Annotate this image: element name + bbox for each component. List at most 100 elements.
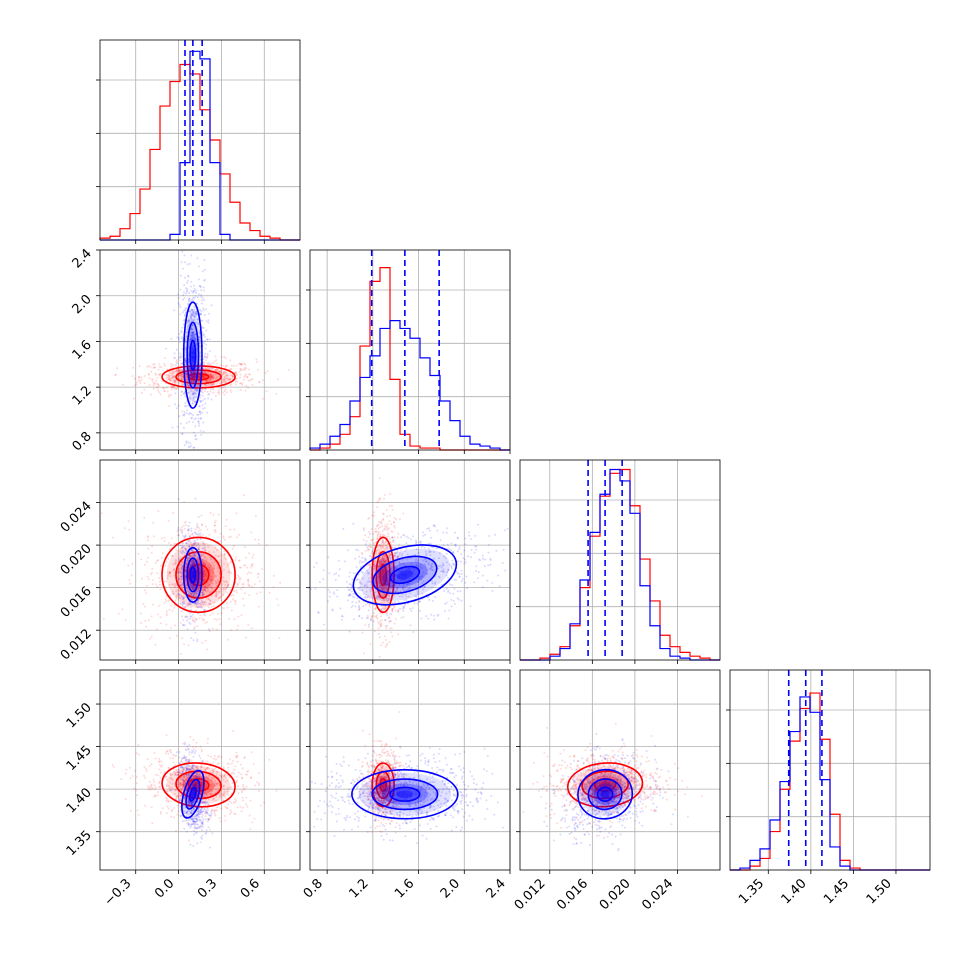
scatter-point	[163, 536, 166, 539]
scatter-point	[335, 572, 338, 575]
scatter-point	[190, 371, 193, 374]
scatter-point	[275, 789, 278, 792]
scatter-point	[428, 529, 431, 532]
scatter-point	[180, 610, 183, 613]
scatter-point	[207, 738, 209, 741]
scatter-point	[196, 296, 199, 299]
scatter-point	[210, 376, 213, 379]
scatter-point	[178, 369, 181, 372]
scatter-point	[226, 374, 229, 377]
scatter-point	[145, 560, 148, 563]
scatter-point	[112, 765, 115, 768]
scatter-point	[165, 775, 168, 778]
scatter-point	[390, 631, 393, 634]
scatter-point	[257, 772, 260, 775]
scatter-point	[241, 776, 244, 779]
scatter-point	[172, 816, 175, 819]
scatter-point	[143, 563, 146, 566]
scatter-point	[150, 552, 153, 555]
scatter-point	[209, 379, 212, 382]
scatter-point	[179, 374, 182, 377]
scatter-point	[377, 533, 380, 536]
scatter-point	[219, 371, 222, 374]
scatter-point	[154, 794, 157, 797]
scatter-point	[192, 299, 195, 302]
scatter-point	[412, 535, 415, 538]
scatter-point	[206, 353, 209, 355]
scatter-point	[189, 735, 192, 738]
scatter-point	[351, 604, 354, 607]
scatter-point	[123, 527, 126, 530]
scatter-point	[156, 572, 159, 575]
scatter-point	[225, 381, 228, 383]
scatter-point	[244, 389, 247, 392]
scatter-point	[205, 379, 208, 382]
scatter-point	[239, 382, 242, 385]
scatter-point	[151, 378, 154, 381]
scatter-point	[191, 357, 194, 360]
scatter-point	[201, 641, 204, 644]
scatter-point	[170, 815, 173, 818]
scatter-point	[244, 374, 247, 377]
scatter-point	[380, 520, 383, 523]
scatter-point	[261, 586, 264, 589]
scatter-point	[426, 527, 429, 530]
scatter-point	[191, 291, 194, 294]
scatter-point	[197, 516, 200, 519]
scatter-point	[222, 766, 225, 769]
scatter-point	[181, 615, 183, 618]
scatter-point	[239, 363, 242, 365]
scatter-point	[152, 521, 155, 524]
scatter-point	[192, 362, 195, 365]
scatter-point	[140, 379, 143, 382]
scatter-point	[199, 411, 202, 414]
scatter-point	[248, 594, 251, 597]
scatter-point	[246, 566, 249, 569]
scatter-point	[352, 572, 355, 575]
scatter-point	[147, 787, 150, 789]
scatter-point	[192, 446, 195, 449]
scatter-point	[193, 374, 196, 377]
scatter-point	[164, 364, 167, 367]
scatter-point	[234, 371, 237, 374]
scatter-point	[164, 564, 167, 567]
scatter-point	[224, 819, 227, 822]
scatter-point	[248, 552, 251, 555]
scatter-point	[137, 813, 140, 816]
scatter-point	[128, 579, 131, 581]
scatter-point	[148, 372, 150, 375]
scatter-point	[241, 806, 244, 809]
scatter-point	[228, 378, 231, 381]
scatter-point	[157, 791, 160, 794]
scatter-point	[175, 362, 178, 365]
scatter-point	[354, 557, 357, 560]
scatter-point	[168, 637, 171, 639]
scatter-point	[373, 630, 376, 633]
scatter-point	[360, 552, 363, 554]
scatter-point	[394, 601, 397, 604]
scatter-point	[192, 414, 194, 416]
scatter-point	[279, 581, 282, 584]
scatter-point	[204, 639, 207, 642]
scatter-point	[190, 615, 193, 618]
scatter-point	[195, 310, 198, 313]
scatter-point	[229, 600, 232, 603]
scatter-point	[199, 538, 202, 541]
scatter-point	[250, 572, 253, 575]
scatter-point	[160, 537, 163, 540]
scatter-point	[238, 533, 241, 536]
scatter-point	[364, 596, 367, 599]
scatter-point	[151, 379, 153, 381]
scatter-point	[212, 388, 215, 390]
scatter-point	[163, 602, 166, 604]
scatter-point	[384, 619, 387, 621]
scatter-point	[376, 501, 379, 504]
scatter-point	[230, 594, 233, 597]
scatter-point	[182, 298, 184, 301]
scatter-point	[193, 284, 196, 287]
scatter-point	[378, 530, 381, 533]
scatter-point	[390, 627, 393, 630]
scatter-point	[357, 549, 360, 552]
scatter-point	[167, 520, 170, 522]
scatter-point	[243, 787, 246, 790]
